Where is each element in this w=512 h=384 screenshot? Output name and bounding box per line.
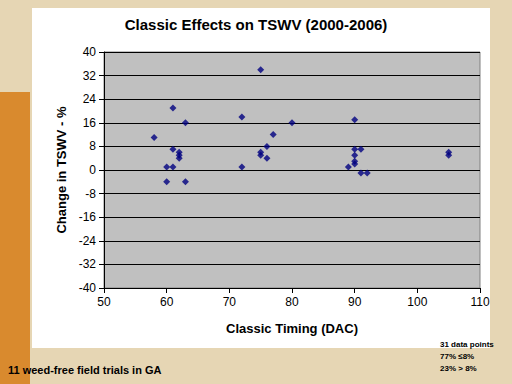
svg-text:70: 70 (223, 295, 237, 309)
svg-text:100: 100 (407, 295, 427, 309)
svg-text:Classic Effects on TSWV (2000-: Classic Effects on TSWV (2000-2006) (125, 16, 388, 33)
svg-text:-32: -32 (79, 257, 97, 271)
svg-text:110: 110 (470, 295, 489, 309)
svg-text:90: 90 (348, 295, 362, 309)
svg-text:0: 0 (89, 163, 96, 177)
svg-text:-16: -16 (79, 210, 97, 224)
svg-text:16: 16 (83, 116, 97, 130)
svg-text:31 data points: 31 data points (440, 340, 494, 349)
svg-text:24: 24 (83, 92, 97, 106)
svg-text:8: 8 (89, 139, 96, 153)
svg-text:11 weed-free field trials in G: 11 weed-free field trials in GA (8, 364, 161, 376)
svg-text:23% > 8%: 23% > 8% (440, 364, 477, 373)
svg-text:Classic Timing (DAC): Classic Timing (DAC) (226, 321, 358, 336)
svg-text:60: 60 (160, 295, 174, 309)
svg-text:-8: -8 (85, 187, 96, 201)
svg-text:-24: -24 (79, 234, 97, 248)
svg-text:40: 40 (83, 45, 97, 59)
svg-text:32: 32 (83, 69, 97, 83)
svg-text:80: 80 (285, 295, 299, 309)
svg-text:Change in TSWV - %: Change in TSWV - % (54, 106, 69, 234)
svg-text:77% ≤8%: 77% ≤8% (440, 352, 474, 361)
svg-text:50: 50 (97, 295, 111, 309)
svg-text:-40: -40 (79, 281, 97, 295)
